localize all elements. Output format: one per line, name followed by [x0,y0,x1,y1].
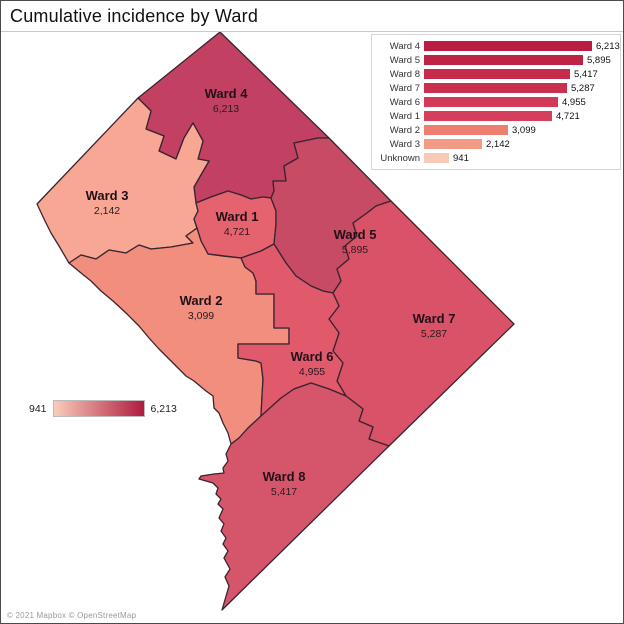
legend-row-ward-1: Ward 1 4,721 [374,109,618,123]
legend-category-label: Ward 1 [389,110,420,122]
legend-bar[interactable] [424,125,508,135]
legend-value-label: 2,142 [486,138,510,150]
color-gradient-legend: 941 6,213 [29,400,177,417]
legend-row-ward-2: Ward 2 3,099 [374,123,618,137]
legend-bar[interactable] [424,111,552,121]
legend-bar[interactable] [424,153,449,163]
ward-8-value-label: 5,417 [271,486,297,498]
legend-category-label: Ward 2 [389,124,420,136]
title-bar: Cumulative incidence by Ward [1,1,623,32]
gradient-max-label: 6,213 [150,402,177,415]
legend-bar[interactable] [424,69,570,79]
legend-bar[interactable] [424,139,482,149]
legend-value-label: 4,955 [562,96,586,108]
ward-6-value-label: 4,955 [299,366,325,378]
ward-5-value-label: 5,895 [342,244,368,256]
legend-row-ward-4: Ward 4 6,213 [374,39,620,53]
ward-2-name-label: Ward 2 [180,293,223,308]
legend-bar[interactable] [424,97,558,107]
legend-value-label: 4,721 [556,110,580,122]
legend-value-label: 6,213 [596,40,620,52]
map-attribution-link[interactable]: © 2021 Mapbox © OpenStreetMap [7,611,137,620]
ward-bar-chart-legend: Ward 4 6,213 Ward 5 5,895 Ward 8 5,417 Ward 7 5… [371,34,621,170]
legend-category-label: Ward 4 [389,40,420,52]
ward-8-name-label: Ward 8 [263,469,306,484]
legend-bar[interactable] [424,41,592,51]
ward-1-value-label: 4,721 [224,226,250,238]
ward-7-name-label: Ward 7 [413,311,456,326]
ward-1-name-label: Ward 1 [216,209,259,224]
legend-value-label: 3,099 [512,124,536,136]
legend-category-label: Unknown [380,152,420,164]
gradient-min-label: 941 [29,402,47,415]
ward-5-name-label: Ward 5 [334,227,377,242]
legend-row-ward-6: Ward 6 4,955 [374,95,618,109]
legend-category-label: Ward 3 [389,138,420,150]
legend-row-unknown: Unknown 941 [374,151,618,165]
legend-category-label: Ward 5 [389,54,420,66]
legend-category-label: Ward 6 [389,96,420,108]
legend-value-label: 941 [453,152,469,164]
gradient-color-bar [52,400,145,417]
legend-row-ward-7: Ward 7 5,287 [374,81,618,95]
legend-bar[interactable] [424,55,583,65]
legend-row-ward-8: Ward 8 5,417 [374,67,618,81]
legend-row-ward-3: Ward 3 2,142 [374,137,618,151]
ward-2-value-label: 3,099 [188,310,214,322]
legend-value-label: 5,895 [587,54,611,66]
ward-3-value-label: 2,142 [94,205,120,217]
legend-row-ward-5: Ward 5 5,895 [374,53,618,67]
ward-6-name-label: Ward 6 [291,349,334,364]
ward-3-name-label: Ward 3 [86,188,129,203]
ward-8-region[interactable] [198,382,390,611]
ward-1-region[interactable] [193,190,277,259]
legend-bar[interactable] [424,83,567,93]
ward-7-value-label: 5,287 [421,328,447,340]
legend-value-label: 5,287 [571,82,595,94]
page-title: Cumulative incidence by Ward [10,6,259,26]
legend-value-label: 5,417 [574,68,598,80]
legend-category-label: Ward 8 [389,68,420,80]
ward-4-name-label: Ward 4 [205,86,249,101]
ward-4-value-label: 6,213 [213,103,239,115]
legend-category-label: Ward 7 [389,82,420,94]
